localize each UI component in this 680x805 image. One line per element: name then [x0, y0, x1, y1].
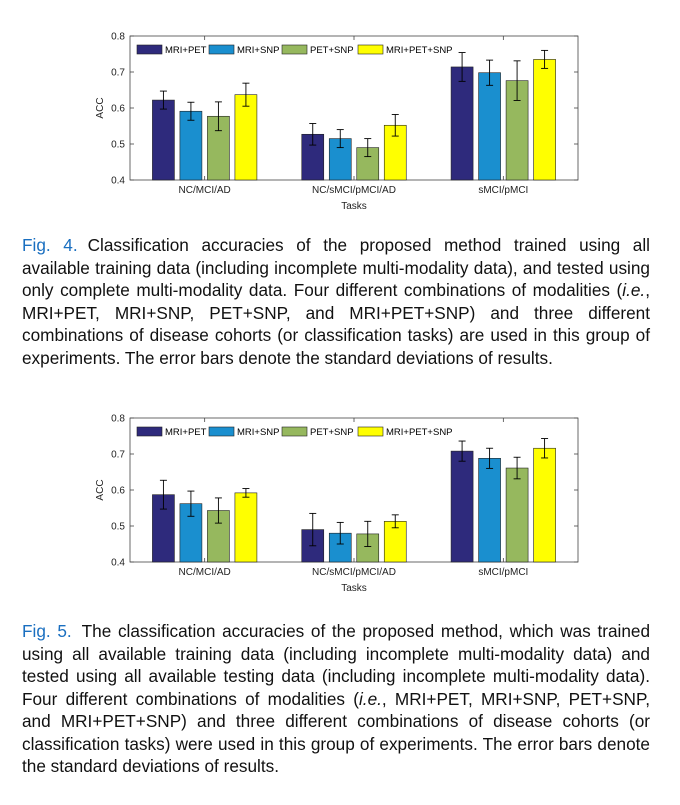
y-tick-label: 0.7 [111, 68, 125, 79]
legend-swatch [208, 44, 235, 55]
x-axis-label: Tasks [341, 583, 367, 594]
figure-5-chart: 0.4 0.5 0.6 0.7 0.8 ACC NC/MCI/AD NC/sMCI/pMCI/… [0, 410, 680, 605]
x-tick-label: NC/MCI/AD [179, 185, 231, 196]
y-tick-label: 0.5 [111, 522, 125, 533]
legend-swatch [281, 44, 308, 55]
bar [533, 59, 556, 181]
y-axis-label: ACC [95, 97, 106, 118]
chart-svg: 0.4 0.5 0.6 0.7 0.8 ACC NC/MCI/AD NC/sMCI/pMCI/… [95, 32, 579, 212]
legend-label: MRI+PET+SNP [386, 45, 453, 56]
figure-4-chart: 0.4 0.5 0.6 0.7 0.8 ACC NC/MCI/AD NC/sMCI/pMCI/… [0, 28, 680, 223]
bar [152, 99, 175, 181]
y-tick-label: 0.4 [111, 558, 125, 569]
legend-label: MRI+PET [165, 427, 207, 438]
figure-4-caption: Fig. 4. Classification accuracies of the … [22, 234, 650, 369]
x-tick-label: NC/sMCI/pMCI/AD [312, 567, 396, 578]
legend-label: PET+SNP [310, 427, 354, 438]
y-tick-label: 0.8 [111, 32, 125, 43]
legend-swatch [357, 44, 384, 55]
figure-5-caption: Fig. 5. The classification accuracies of … [22, 620, 650, 778]
legend-swatch [208, 426, 235, 437]
bar [234, 94, 258, 181]
caption-label: Fig. 5. [22, 621, 72, 641]
legend: MRI+PET MRI+SNP PET+SNP MRI+PET+SNP [136, 44, 453, 56]
legend-label: PET+SNP [310, 45, 354, 56]
legend-label: MRI+SNP [237, 45, 280, 56]
caption-text-part1: Classification accuracies of the propose… [22, 235, 651, 300]
y-axis-label: ACC [95, 479, 106, 500]
x-tick-label: sMCI/pMCI [478, 185, 528, 196]
bar [478, 458, 501, 563]
y-tick-label: 0.6 [111, 104, 125, 115]
bar [179, 110, 203, 181]
y-tick-label: 0.5 [111, 140, 125, 151]
y-tick-label: 0.8 [111, 414, 125, 425]
x-axis-label: Tasks [341, 201, 367, 212]
x-tick-label: NC/sMCI/pMCI/AD [312, 185, 396, 196]
legend-label: MRI+PET+SNP [386, 427, 453, 438]
x-tick-label: sMCI/pMCI [478, 567, 528, 578]
bar [478, 72, 501, 181]
legend-swatch [136, 44, 163, 55]
caption-text-part2: , MRI+PET, MRI+SNP, PET+SNP, and MRI+PET… [22, 688, 650, 777]
caption-label: Fig. 4. [22, 235, 78, 255]
bar [234, 492, 258, 563]
y-tick-label: 0.6 [111, 486, 125, 497]
caption-ie: i.e. [622, 280, 646, 300]
bar [450, 66, 474, 181]
legend-swatch [357, 426, 384, 437]
legend-label: MRI+PET [165, 45, 207, 56]
bar [450, 450, 474, 563]
legend-swatch [281, 426, 308, 437]
bar [505, 467, 529, 563]
caption-text-part1: The classification accuracies of the pro… [22, 621, 650, 709]
chart-svg: 0.4 0.5 0.6 0.7 0.8 ACC NC/MCI/AD NC/sMCI/pMCI/… [95, 414, 579, 594]
legend-swatch [136, 426, 163, 437]
legend-label: MRI+SNP [237, 427, 280, 438]
x-tick-label: NC/MCI/AD [179, 567, 231, 578]
bar [533, 447, 556, 563]
caption-text-part2: , MRI+PET, MRI+SNP, PET+SNP, and MRI+PET… [22, 280, 650, 368]
caption-ie: i.e. [358, 688, 382, 709]
legend: MRI+PET MRI+SNP PET+SNP MRI+PET+SNP [136, 426, 453, 438]
y-tick-label: 0.4 [111, 176, 125, 187]
y-tick-label: 0.7 [111, 450, 125, 461]
